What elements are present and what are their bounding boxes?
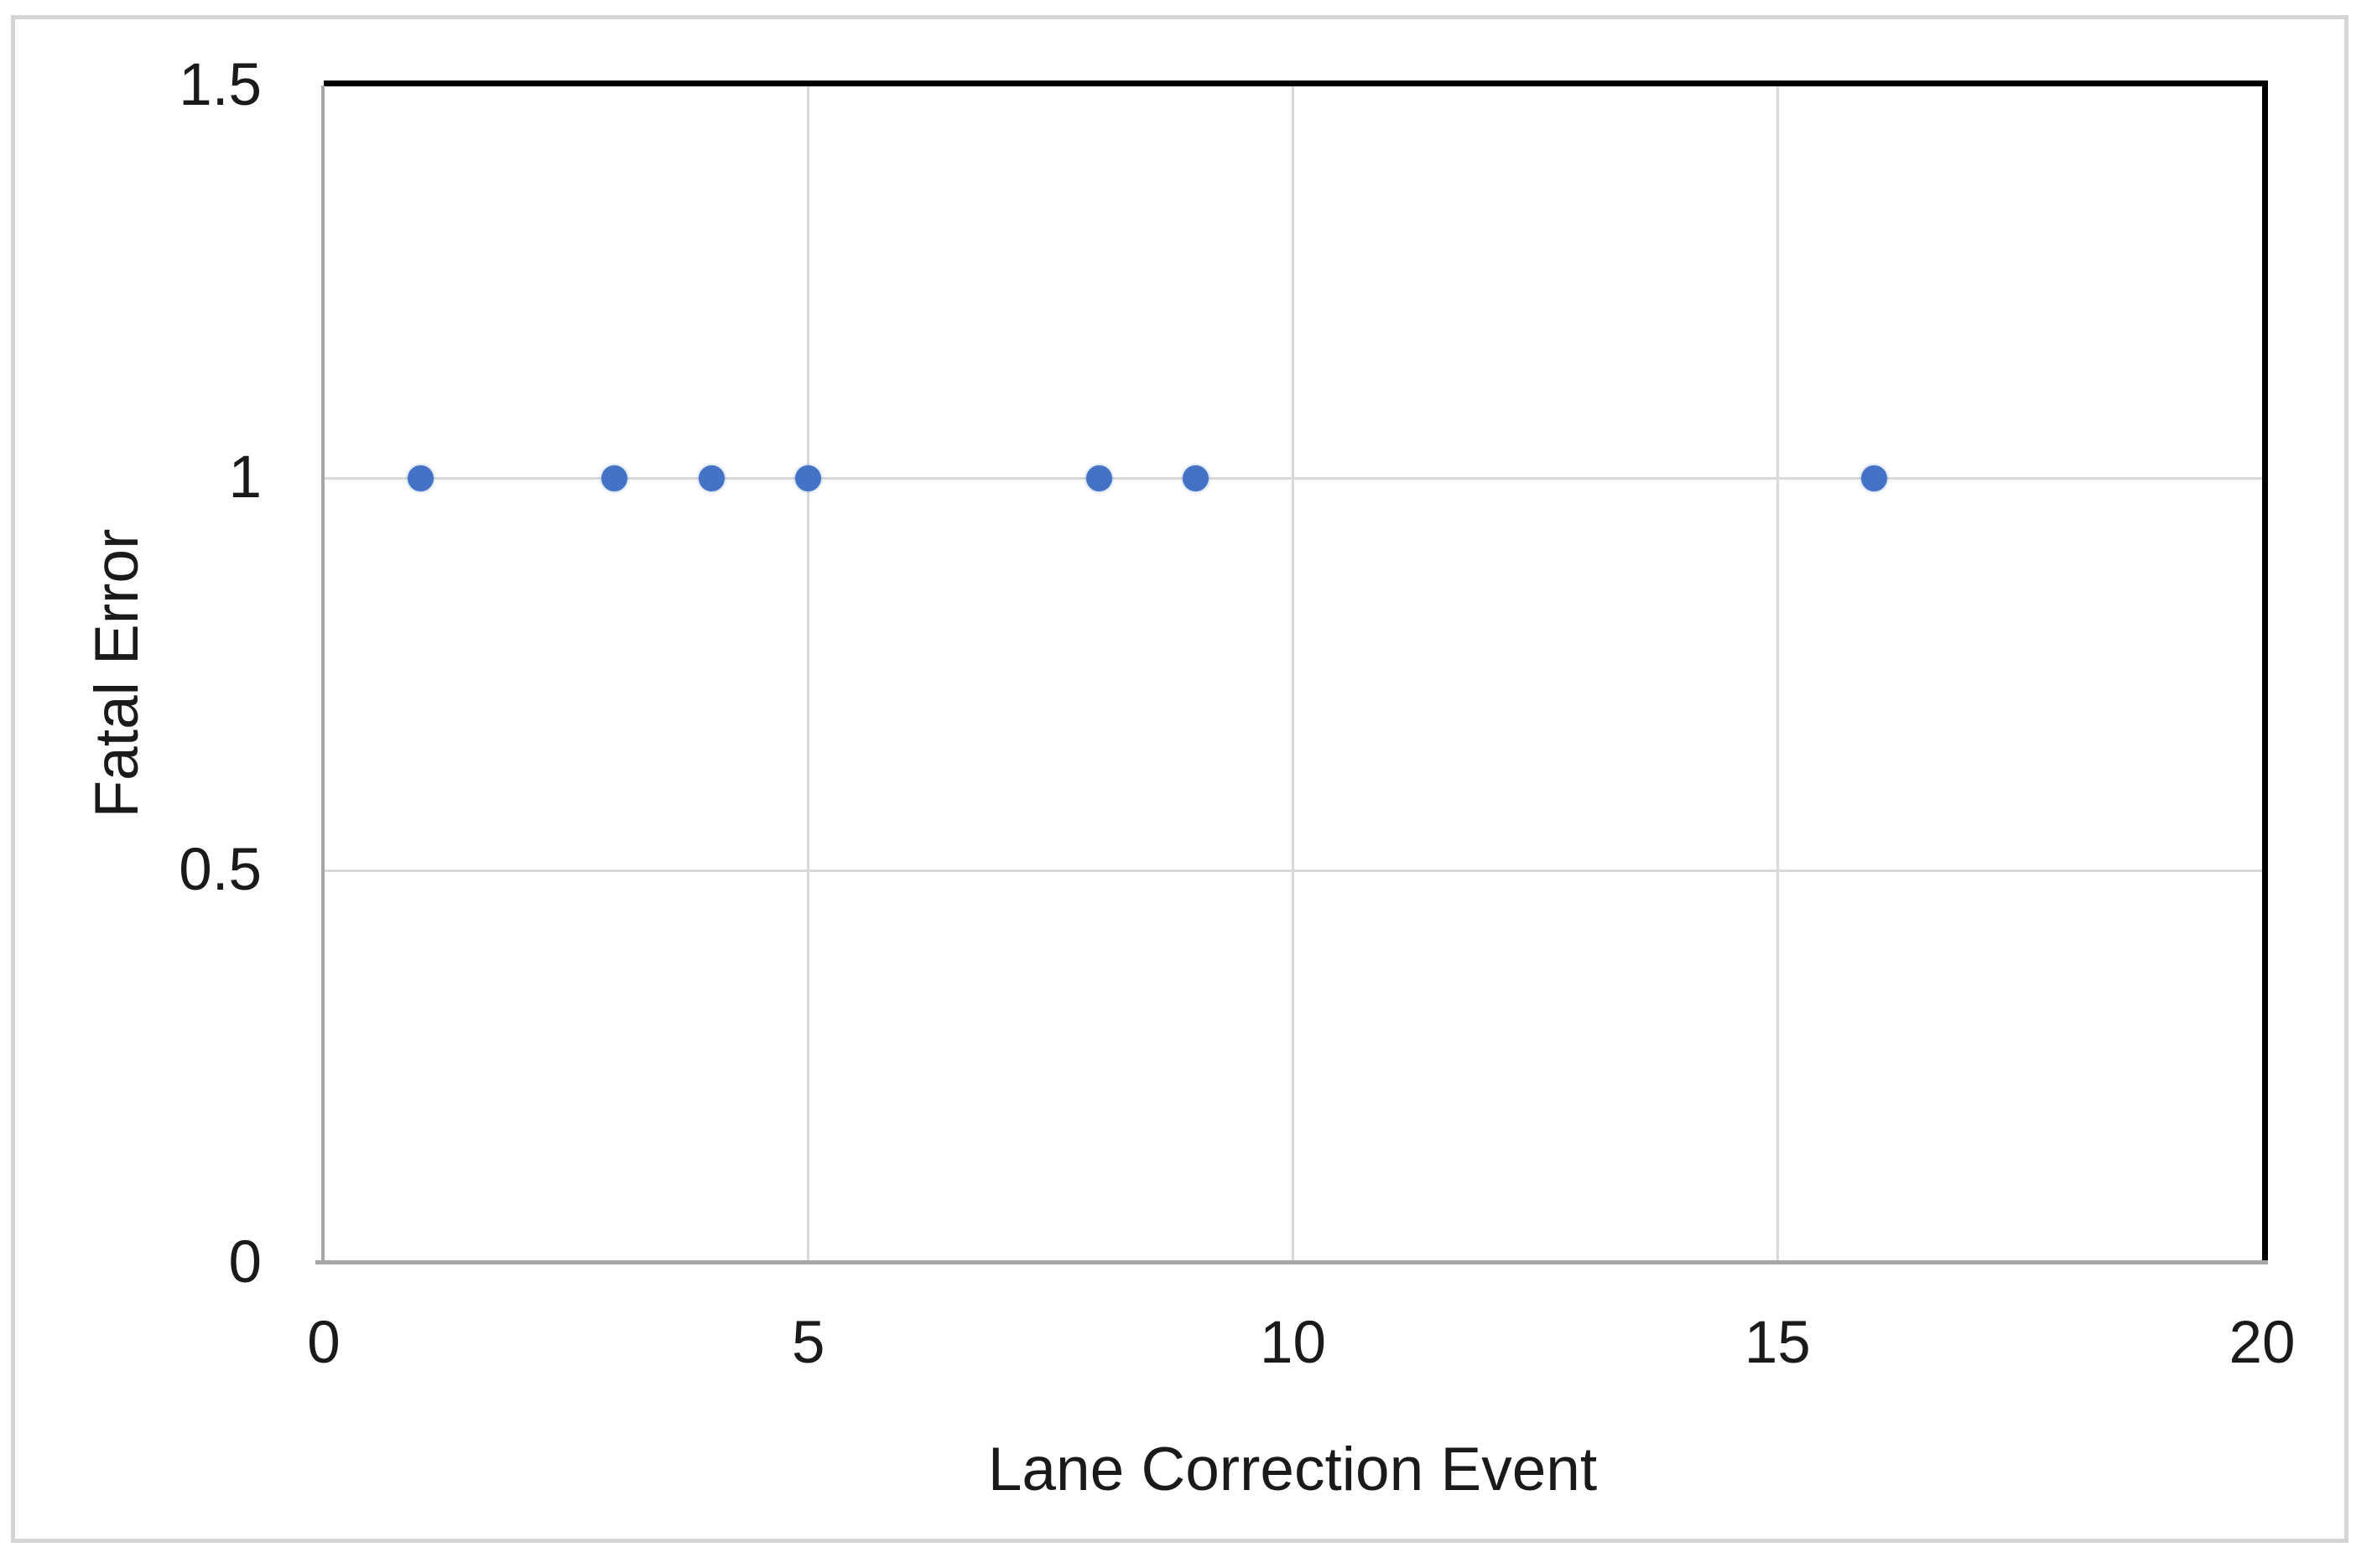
x-axis-line: [315, 1260, 2268, 1264]
data-point-x16-y1: [1861, 465, 1888, 491]
x-tick-label-5: 5: [792, 1310, 825, 1376]
data-point-x4-y1: [698, 465, 725, 491]
y-axis-title: Fatal Error: [83, 528, 151, 818]
horizontal-gridline-y-0.5: [324, 869, 2262, 872]
data-point-x3-y1: [601, 465, 628, 491]
plot-area: [324, 86, 2262, 1263]
horizontal-gridline-y-1: [324, 476, 2262, 480]
y-axis-line: [321, 86, 325, 1264]
vertical-gridline-x-15: [1776, 86, 1779, 1263]
y-tick-label-0.5: 0.5: [179, 837, 262, 903]
data-point-x8-y1: [1085, 465, 1112, 491]
data-point-x5-y1: [795, 465, 822, 491]
x-tick-label-15: 15: [1744, 1310, 1811, 1376]
y-tick-label-1.5: 1.5: [179, 52, 262, 118]
x-tick-label-0: 0: [307, 1310, 341, 1376]
plot-border-right: [2262, 80, 2268, 1264]
y-tick-label-1: 1: [228, 444, 263, 511]
data-point-x1-y1: [408, 465, 434, 491]
y-tick-label-0: 0: [228, 1229, 263, 1295]
data-point-x9-y1: [1183, 465, 1209, 491]
x-axis-title: Lane Correction Event: [987, 1436, 1598, 1503]
vertical-gridline-x-5: [807, 86, 810, 1263]
vertical-gridline-x-10: [1292, 86, 1294, 1263]
x-tick-label-20: 20: [2229, 1310, 2296, 1376]
plot-border-top: [324, 80, 2267, 86]
x-tick-label-10: 10: [1260, 1310, 1326, 1376]
